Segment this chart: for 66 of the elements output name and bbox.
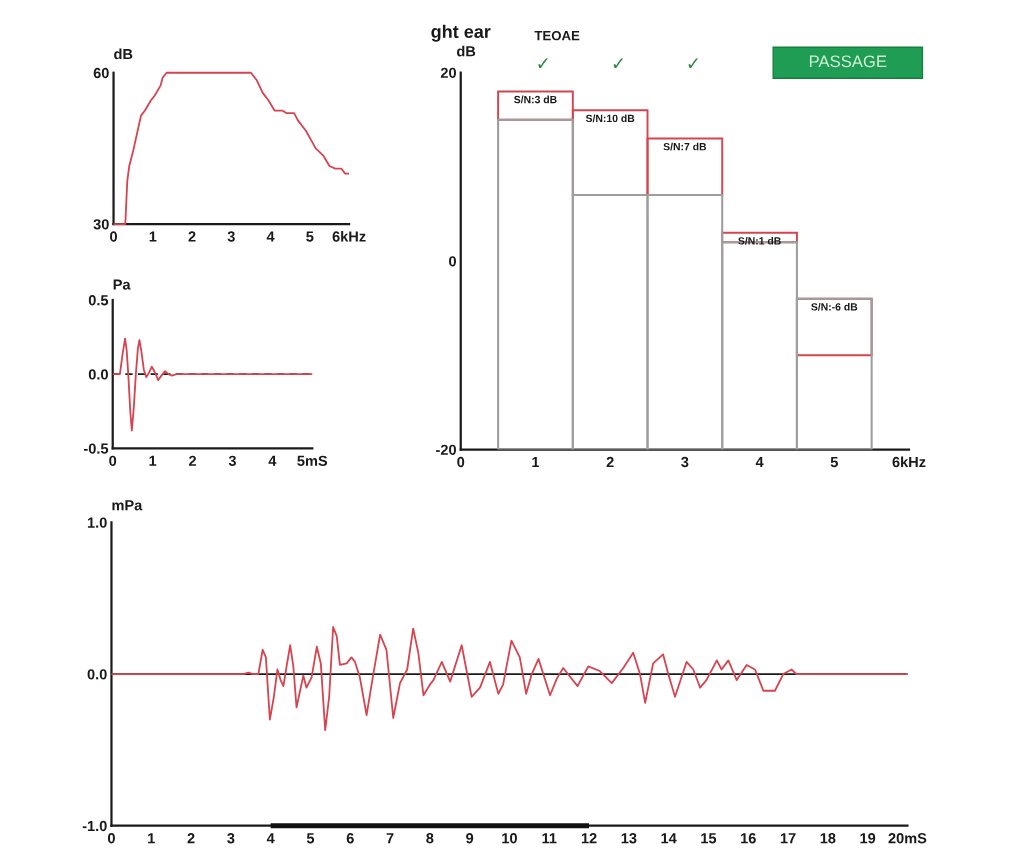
annotation: S/N:-6 dB: [811, 302, 858, 311]
y-tick-label: 1.0: [87, 517, 107, 528]
x-tick-label: 8: [426, 833, 434, 844]
y-tick-label: -0.5: [83, 443, 109, 454]
x-tick-label: 19: [860, 833, 876, 844]
y-tick-label: 60: [93, 67, 109, 79]
x-tick-label: 9: [466, 833, 474, 844]
x-tick-label: 11: [542, 833, 557, 844]
x-tick-label: 0: [110, 231, 117, 242]
x-tick-label: 2: [606, 456, 614, 468]
y-tick-label: -1.0: [82, 820, 107, 832]
x-tick-label: 1: [532, 457, 540, 468]
x-tick-label: 1: [149, 231, 157, 242]
chart-title: ght ear: [431, 24, 491, 42]
x-tick-label: 15: [701, 833, 717, 844]
x-tick-label: 7: [386, 833, 394, 844]
x-tick-label: 3: [228, 455, 236, 466]
y-axis-title: mPa: [112, 500, 143, 511]
x-tick-label: 20mS: [888, 833, 927, 844]
y-tick-label: 30: [93, 219, 109, 230]
x-tick-label: 6: [346, 833, 354, 844]
x-tick-label: 5mS: [297, 455, 328, 466]
x-tick-label: 3: [227, 833, 235, 844]
x-tick-label: 2: [188, 231, 196, 242]
x-tick-label: 13: [621, 833, 637, 844]
annotation: S/N:1 dB: [738, 236, 781, 245]
x-tick-label: 4: [755, 457, 764, 468]
x-tick-label: 12: [581, 833, 597, 844]
x-tick-label: 2: [187, 833, 195, 844]
x-tick-label: 0: [109, 455, 117, 466]
x-tick-label: 17: [780, 833, 796, 844]
x-tick-label: 4: [266, 231, 275, 242]
y-axis-title: dB: [457, 45, 476, 57]
x-tick-label: 5: [830, 457, 838, 468]
chart-subtitle: TEOAE: [534, 30, 580, 41]
y-axis-title: Pa: [113, 279, 131, 290]
x-tick-label: 1: [149, 455, 157, 466]
text: ✓: [538, 58, 548, 68]
annotation: S/N:7 dB: [663, 142, 707, 151]
x-tick-label: 5: [306, 833, 315, 844]
y-tick-label: 0.0: [88, 369, 108, 380]
x-tick-label: 4: [268, 455, 277, 466]
y-tick-label: 0.5: [88, 295, 109, 306]
y-tick-label: 0: [449, 256, 456, 267]
y-tick-label: 0.0: [87, 669, 107, 680]
x-tick-label: 0: [457, 456, 465, 468]
x-tick-label: 5: [306, 231, 314, 242]
x-tick-label: 6kHz: [892, 456, 926, 468]
x-tick-label: 2: [188, 455, 196, 466]
x-tick-label: 16: [741, 833, 756, 844]
x-tick-label: 6kHz: [332, 230, 366, 242]
y-tick-label: 20: [440, 67, 456, 78]
text: PASSAGE: [809, 55, 887, 68]
annotation: S/N:3 dB: [514, 95, 557, 104]
x-tick-label: 10: [502, 833, 517, 844]
x-tick-label: 4: [266, 833, 275, 844]
annotation: S/N:10 dB: [585, 114, 635, 123]
text: ✓: [613, 58, 624, 68]
x-tick-label: 1: [148, 833, 155, 844]
text: ✓: [688, 58, 698, 68]
x-tick-label: 3: [681, 456, 689, 468]
x-tick-label: 3: [227, 231, 235, 242]
x-tick-label: 14: [661, 833, 677, 844]
y-tick-label: -20: [436, 444, 456, 455]
y-axis-title: dB: [114, 48, 133, 60]
x-tick-label: 18: [820, 833, 836, 844]
